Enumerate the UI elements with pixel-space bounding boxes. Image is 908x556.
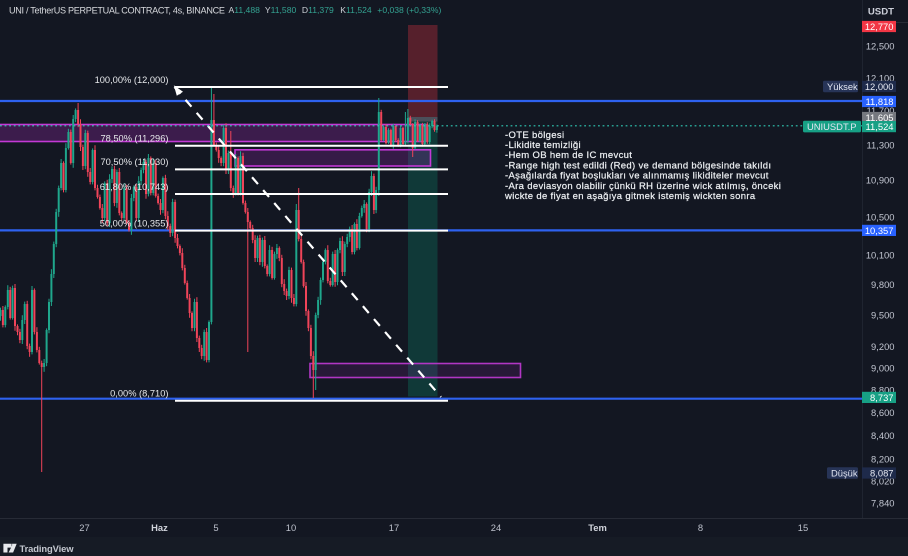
svg-text:9,000: 9,000 bbox=[871, 362, 894, 373]
svg-text:wickte de fiyat en aşağıya git: wickte de fiyat en aşağıya gitmek istemi… bbox=[504, 191, 756, 202]
svg-text:Yüksek: Yüksek bbox=[827, 81, 858, 92]
svg-text:8,200: 8,200 bbox=[871, 454, 894, 465]
svg-text:-Hem OB hem de IC mevcut: -Hem OB hem de IC mevcut bbox=[505, 150, 632, 161]
svg-text:10,900: 10,900 bbox=[866, 175, 895, 186]
svg-text:100,00% (12,000): 100,00% (12,000) bbox=[95, 75, 169, 85]
svg-text:-Ara deviasyon olabilir çünkü: -Ara deviasyon olabilir çünkü RH üzerine… bbox=[505, 181, 781, 192]
svg-text:UNIUSDT.P: UNIUSDT.P bbox=[807, 121, 856, 132]
svg-text:8,087: 8,087 bbox=[870, 467, 893, 478]
svg-text:-Likidite temizliği: -Likidite temizliği bbox=[505, 140, 581, 151]
svg-text:8,600: 8,600 bbox=[871, 407, 894, 418]
svg-text:70,50% (11,030): 70,50% (11,030) bbox=[100, 157, 168, 167]
svg-text:27: 27 bbox=[79, 522, 89, 533]
svg-text:+0,038 (+0,33%): +0,038 (+0,33%) bbox=[377, 5, 441, 15]
svg-text:Düşük: Düşük bbox=[831, 467, 858, 478]
svg-text:UNI / TetherUS PERPETUAL CONTR: UNI / TetherUS PERPETUAL CONTRACT, 4s, B… bbox=[9, 5, 225, 15]
svg-text:10,357: 10,357 bbox=[865, 225, 894, 236]
svg-text:24: 24 bbox=[491, 522, 501, 533]
svg-text:A11,488: A11,488 bbox=[229, 5, 261, 15]
svg-text:12,770: 12,770 bbox=[865, 21, 894, 32]
svg-text:9,500: 9,500 bbox=[871, 309, 894, 320]
svg-text:5: 5 bbox=[213, 522, 218, 533]
svg-text:11,818: 11,818 bbox=[866, 96, 894, 107]
svg-text:8,020: 8,020 bbox=[871, 475, 894, 486]
svg-text:12,000: 12,000 bbox=[865, 81, 894, 92]
svg-text:8,800: 8,800 bbox=[871, 384, 894, 395]
svg-text:17: 17 bbox=[389, 522, 399, 533]
svg-text:78,50% (11,296): 78,50% (11,296) bbox=[100, 134, 168, 144]
svg-text:8,400: 8,400 bbox=[871, 430, 894, 441]
svg-text:USDT: USDT bbox=[868, 7, 894, 18]
svg-text:Y11,580: Y11,580 bbox=[265, 5, 297, 15]
svg-text:12,500: 12,500 bbox=[866, 40, 895, 51]
svg-text:-Range high test edildi (Red): -Range high test edildi (Red) ve demand … bbox=[505, 160, 771, 171]
svg-text:10,100: 10,100 bbox=[866, 249, 895, 260]
svg-text:K11,524: K11,524 bbox=[340, 5, 372, 15]
svg-text:Haz: Haz bbox=[151, 522, 168, 533]
svg-text:11,700: 11,700 bbox=[867, 105, 895, 116]
svg-text:0,00% (8,710): 0,00% (8,710) bbox=[110, 389, 168, 399]
svg-text:11,300: 11,300 bbox=[867, 139, 895, 150]
svg-text:7,840: 7,840 bbox=[871, 498, 894, 509]
svg-text:8,737: 8,737 bbox=[870, 392, 893, 403]
svg-text:10,500: 10,500 bbox=[866, 211, 895, 222]
svg-text:11,605: 11,605 bbox=[866, 112, 894, 123]
svg-text:D11,379: D11,379 bbox=[302, 5, 334, 15]
svg-text:TradingView: TradingView bbox=[20, 543, 75, 554]
svg-text:50,00% (10,355): 50,00% (10,355) bbox=[100, 218, 169, 228]
svg-text:11,524: 11,524 bbox=[866, 121, 894, 132]
svg-text:15: 15 bbox=[798, 522, 808, 533]
svg-text:9,800: 9,800 bbox=[871, 279, 894, 290]
svg-text:9,200: 9,200 bbox=[871, 341, 894, 352]
svg-text:-Aşağılarda fiyat boşlukları v: -Aşağılarda fiyat boşlukları ve alınmamı… bbox=[505, 171, 769, 182]
svg-text:8: 8 bbox=[698, 522, 703, 533]
svg-text:12,100: 12,100 bbox=[866, 72, 895, 83]
svg-text:Tem: Tem bbox=[588, 522, 607, 533]
svg-text:61,80% (10,743): 61,80% (10,743) bbox=[100, 182, 169, 192]
svg-text:-OTE bölgesi: -OTE bölgesi bbox=[505, 130, 564, 141]
svg-text:10: 10 bbox=[286, 522, 296, 533]
